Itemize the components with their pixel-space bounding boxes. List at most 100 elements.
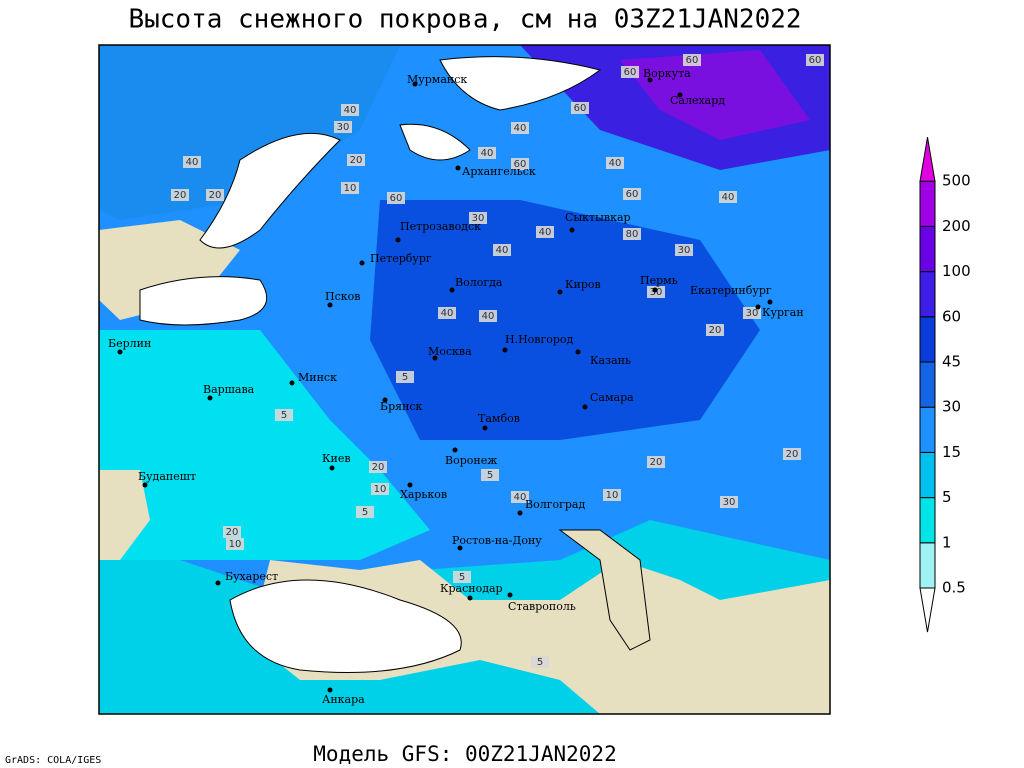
city-label: Псков [325, 290, 360, 303]
city-dot [502, 347, 508, 353]
contour-label-box [396, 371, 414, 383]
contour-label: 20 [372, 462, 385, 473]
contour-label: 5 [402, 372, 408, 383]
contour-label: 10 [229, 539, 242, 550]
contour-label-box [675, 244, 693, 256]
city-dot [142, 482, 148, 488]
city-label: Петрозаводск [400, 220, 481, 233]
contour-label-box [347, 154, 365, 166]
contour-label-box [531, 656, 549, 668]
contour-label-box [511, 122, 529, 134]
contour-label-box [206, 189, 224, 201]
colorbar-segment [919, 406, 936, 453]
city-label: Анкара [322, 693, 365, 706]
city-dot [452, 447, 458, 453]
city-label: Н.Новгород [505, 333, 574, 346]
contour-label-box [481, 469, 499, 481]
city-label: Варшава [203, 383, 255, 396]
contour-label-box [683, 54, 701, 66]
contour-label-box [647, 456, 665, 468]
contour-label: 80 [626, 229, 639, 240]
colorbar-label: 100 [942, 262, 971, 280]
colorbar-segment [919, 180, 936, 227]
colorbar-segment [919, 316, 936, 363]
contour-label-box [623, 228, 641, 240]
city-dot [569, 227, 575, 233]
contour-label-box [387, 192, 405, 204]
city-label: Будапешт [138, 470, 196, 483]
baltic-sea [139, 276, 268, 326]
contour-label: 10 [344, 183, 357, 194]
city-label: Ставрополь [508, 600, 576, 613]
model-caption: Модель GFS: 00Z21JAN2022 [313, 742, 616, 766]
contour-label-box [223, 526, 241, 538]
title: Высота снежного покрова, см на 03Z21JAN2… [128, 5, 801, 35]
city-label: Казань [590, 354, 631, 367]
colorbar-label: 5 [942, 488, 952, 506]
colorbar-label: 1 [942, 533, 952, 551]
contour-label-box [603, 489, 621, 501]
contour-label-box [356, 506, 374, 518]
city-label: Брянск [380, 400, 423, 413]
contour-label: 5 [362, 507, 368, 518]
city-label: Киров [565, 278, 601, 291]
city-dot [755, 304, 761, 310]
contour-label: 40 [482, 311, 495, 322]
snow-zone [99, 45, 400, 220]
snow-zone-very-deep [620, 50, 810, 140]
colorbar-segment [919, 451, 936, 499]
contour-label-box [720, 496, 738, 508]
city-dot [457, 545, 463, 551]
contour-label-box [511, 158, 529, 170]
contour-label-box [511, 491, 529, 503]
city-label: Салехард [670, 94, 725, 107]
city-label: Самара [590, 391, 634, 404]
city-dot [407, 482, 413, 488]
city-label: Бухарест [225, 570, 278, 583]
contour-label: 40 [722, 192, 735, 203]
colorbar-segment [919, 225, 936, 273]
contour-label: 60 [514, 159, 527, 170]
contour-label: 40 [496, 245, 509, 256]
colorbar-segment [919, 542, 936, 589]
contour-label: 60 [626, 189, 639, 200]
land-no-snow [99, 470, 150, 560]
contour-label-box [275, 409, 293, 421]
contour-label: 60 [574, 103, 587, 114]
contour-label-box [171, 189, 189, 201]
city-dot [289, 380, 295, 386]
contour-label-box [706, 324, 724, 336]
city-label: Тамбов [478, 412, 520, 425]
city-dot [582, 404, 588, 410]
contour-label-box [369, 461, 387, 473]
city-dot [395, 237, 401, 243]
barents-sea [439, 56, 602, 111]
city-dot [382, 397, 388, 403]
contour-label: 40 [514, 492, 527, 503]
contour-label: 10 [606, 490, 619, 501]
city-label: Екатеринбург [690, 284, 772, 297]
contour-label: 20 [786, 449, 799, 460]
credit: GrADS: COLA/IGES [5, 755, 101, 766]
city-dot [647, 77, 653, 83]
city-label: Воронеж [445, 454, 497, 467]
colorbar-label: 200 [942, 217, 971, 235]
contour-label-box [621, 66, 639, 78]
city-label: Минск [298, 371, 337, 384]
contour-label: 5 [487, 470, 493, 481]
contour-label: 30 [472, 213, 485, 224]
contour-label: 40 [514, 123, 527, 134]
city-dot [117, 349, 123, 355]
contour-label-box [334, 121, 352, 133]
contour-label: 30 [678, 245, 691, 256]
contour-label-box [479, 310, 497, 322]
city-dot [329, 465, 335, 471]
colorbar-label: 60 [942, 307, 961, 325]
city-label: Киев [322, 452, 351, 465]
city-label: Волгоград [525, 498, 585, 511]
city-label: Воркута [643, 67, 691, 80]
colorbar-label: 0.5 [942, 579, 966, 597]
